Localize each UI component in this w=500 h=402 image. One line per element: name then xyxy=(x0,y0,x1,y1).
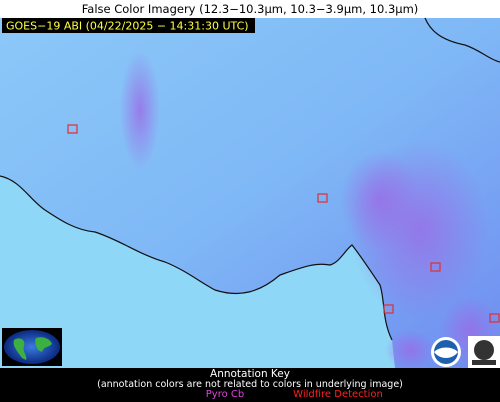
annotation-key-item: Wildfire Detection xyxy=(293,389,383,400)
title: False Color Imagery (12.3−10.3µm, 10.3−3… xyxy=(82,2,419,16)
globe-logo xyxy=(2,328,62,366)
annotation-key-note: (annotation colors are not related to co… xyxy=(97,379,403,390)
cimss-logo xyxy=(468,336,500,368)
timestamp: GOES−19 ABI (04/22/2025 − 14:31:30 UTC) xyxy=(6,20,249,33)
annotation-key-bar xyxy=(0,368,500,402)
annotation-key-item: Pyro Cb xyxy=(206,389,244,400)
noaa-logo xyxy=(431,337,461,367)
title-strip xyxy=(0,0,500,18)
timestamp-box xyxy=(2,18,255,33)
satellite-image xyxy=(0,17,500,370)
annotation-key-title: Annotation Key xyxy=(210,368,290,380)
